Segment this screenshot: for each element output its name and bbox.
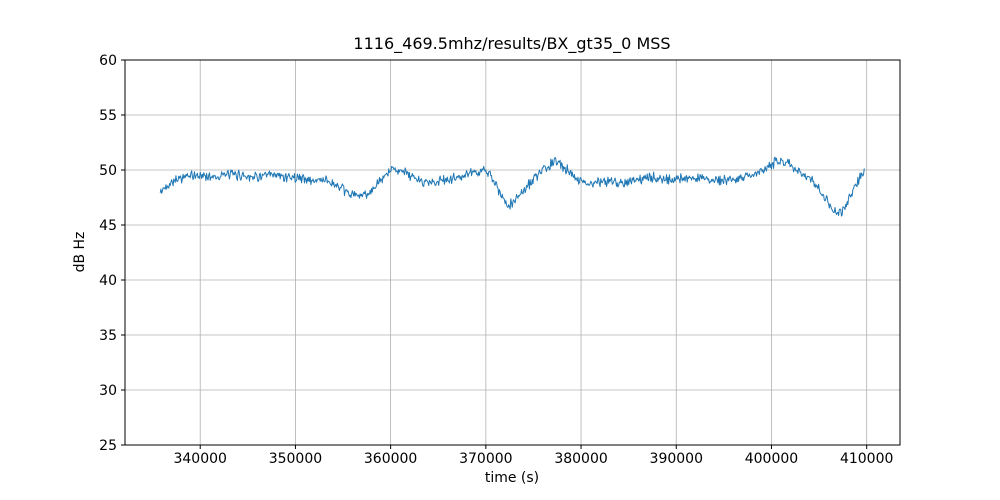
y-tick-label: 60 [99,53,117,69]
x-tick-label: 380000 [554,451,607,467]
y-tick-label: 35 [99,328,117,344]
x-tick-label: 350000 [269,451,322,467]
axis-tick-labels: 340000 350000 360000 370000 380000 390000 4000… [99,53,893,467]
axis-ticks [121,59,868,449]
y-tick-label: 30 [99,383,117,399]
x-tick-label: 410000 [840,451,893,467]
data-line-series [159,156,865,217]
y-tick-label: 25 [99,438,117,454]
grid-lines [125,59,900,446]
x-axis-label: time (s) [485,470,539,486]
plot-border [124,59,901,446]
y-tick-label: 40 [99,273,117,289]
x-tick-label: 360000 [364,451,417,467]
x-tick-label: 390000 [650,451,703,467]
x-tick-label: 370000 [459,451,512,467]
y-tick-label: 55 [99,108,117,124]
y-axis-label: dB Hz [72,232,88,273]
y-tick-label: 50 [99,163,117,179]
x-tick-label: 400000 [745,451,798,467]
chart-title: 1116_469.5mhz/results/BX_gt35_0 MSS [353,34,670,54]
x-tick-label: 340000 [173,451,226,467]
y-tick-label: 45 [99,218,117,234]
